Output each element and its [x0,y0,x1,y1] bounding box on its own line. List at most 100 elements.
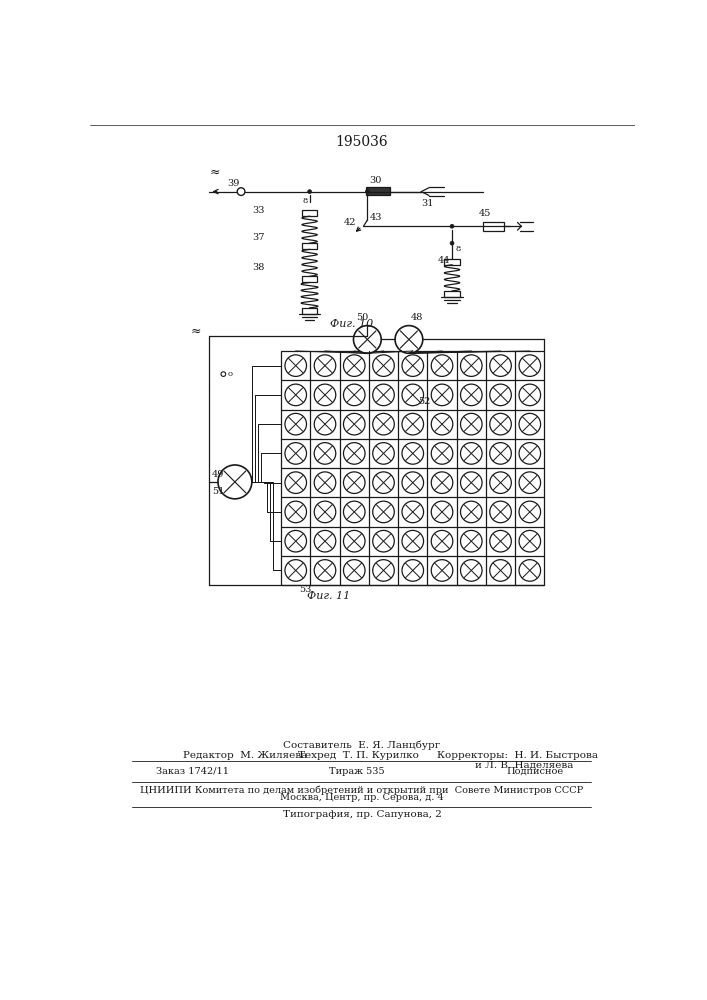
Circle shape [490,530,511,552]
Circle shape [395,326,423,353]
Circle shape [285,560,307,581]
Circle shape [373,560,395,581]
Circle shape [519,355,541,376]
Circle shape [314,472,336,493]
Circle shape [285,355,307,376]
Circle shape [519,472,541,493]
Circle shape [460,530,482,552]
Text: Фиг. 10: Фиг. 10 [330,319,373,329]
Circle shape [460,443,482,464]
Circle shape [402,472,423,493]
Text: 43: 43 [370,213,382,222]
Circle shape [450,241,454,245]
Circle shape [431,560,452,581]
Circle shape [373,355,395,376]
Bar [483,222,504,231]
Circle shape [344,355,365,376]
Circle shape [402,560,423,581]
Circle shape [490,384,511,406]
Circle shape [519,560,541,581]
Circle shape [460,384,482,406]
Text: Москва, Центр, пр. Серова, д. 4: Москва, Центр, пр. Серова, д. 4 [280,793,444,802]
Circle shape [402,501,423,523]
Bar [444,259,460,265]
Text: 42: 42 [344,218,357,227]
Text: 8: 8 [303,197,308,205]
Bar [281,351,544,585]
Text: 51: 51 [212,487,224,496]
Circle shape [314,530,336,552]
Circle shape [402,413,423,435]
Circle shape [519,384,541,406]
Text: Составитель  Е. Я. Ланцбург: Составитель Е. Я. Ланцбург [284,740,440,750]
Circle shape [238,188,245,195]
Text: 37: 37 [252,233,264,242]
Circle shape [314,443,336,464]
Circle shape [519,501,541,523]
Circle shape [460,560,482,581]
Text: Тираж 535: Тираж 535 [329,767,385,776]
Text: 50: 50 [356,313,369,322]
Text: и Л. В. Наделяева: и Л. В. Наделяева [475,761,573,770]
Circle shape [490,501,511,523]
Circle shape [373,530,395,552]
Circle shape [490,560,511,581]
Circle shape [373,501,395,523]
Circle shape [519,530,541,552]
Circle shape [314,560,336,581]
Circle shape [218,465,252,499]
Text: Типография, пр. Сапунова, 2: Типография, пр. Сапунова, 2 [283,810,441,819]
Bar [302,210,317,216]
Bar [302,243,317,249]
Circle shape [373,413,395,435]
Circle shape [490,472,511,493]
Text: Техред  Т. П. Курилко: Техред Т. П. Курилко [298,751,419,760]
Bar [444,291,460,297]
Circle shape [519,413,541,435]
Text: ЦНИИПИ Комитета по делам изобретений и открытий при  Совете Министров СССР: ЦНИИПИ Комитета по делам изобретений и о… [140,785,583,795]
Circle shape [431,530,452,552]
Circle shape [314,413,336,435]
Circle shape [460,472,482,493]
Circle shape [460,501,482,523]
Circle shape [373,472,395,493]
Circle shape [402,384,423,406]
Text: 33: 33 [252,206,264,215]
Circle shape [354,326,381,353]
Circle shape [431,355,452,376]
Circle shape [450,224,454,228]
Circle shape [344,472,365,493]
Text: 44: 44 [438,256,450,265]
Circle shape [490,355,511,376]
Circle shape [285,443,307,464]
Circle shape [344,413,365,435]
Circle shape [314,501,336,523]
Text: Подписное: Подписное [506,767,563,776]
Text: 30: 30 [369,176,381,185]
Text: 31: 31 [421,199,433,208]
Circle shape [431,443,452,464]
Text: 48: 48 [411,313,423,322]
Text: 49: 49 [212,470,224,479]
Circle shape [460,355,482,376]
Text: 38: 38 [252,263,264,272]
Circle shape [402,355,423,376]
Text: 53: 53 [300,585,312,594]
Circle shape [460,413,482,435]
Circle shape [285,413,307,435]
Text: ≈: ≈ [190,325,201,338]
Circle shape [344,530,365,552]
Circle shape [373,443,395,464]
Text: Редактор  М. Жиляева: Редактор М. Жиляева [182,751,307,760]
Circle shape [344,384,365,406]
Circle shape [431,472,452,493]
Circle shape [344,443,365,464]
Bar [302,276,317,282]
Text: 52: 52 [418,397,431,406]
Circle shape [344,560,365,581]
Text: ≈: ≈ [209,166,220,179]
Circle shape [344,501,365,523]
Circle shape [314,355,336,376]
Text: 45: 45 [479,209,491,218]
Circle shape [285,530,307,552]
